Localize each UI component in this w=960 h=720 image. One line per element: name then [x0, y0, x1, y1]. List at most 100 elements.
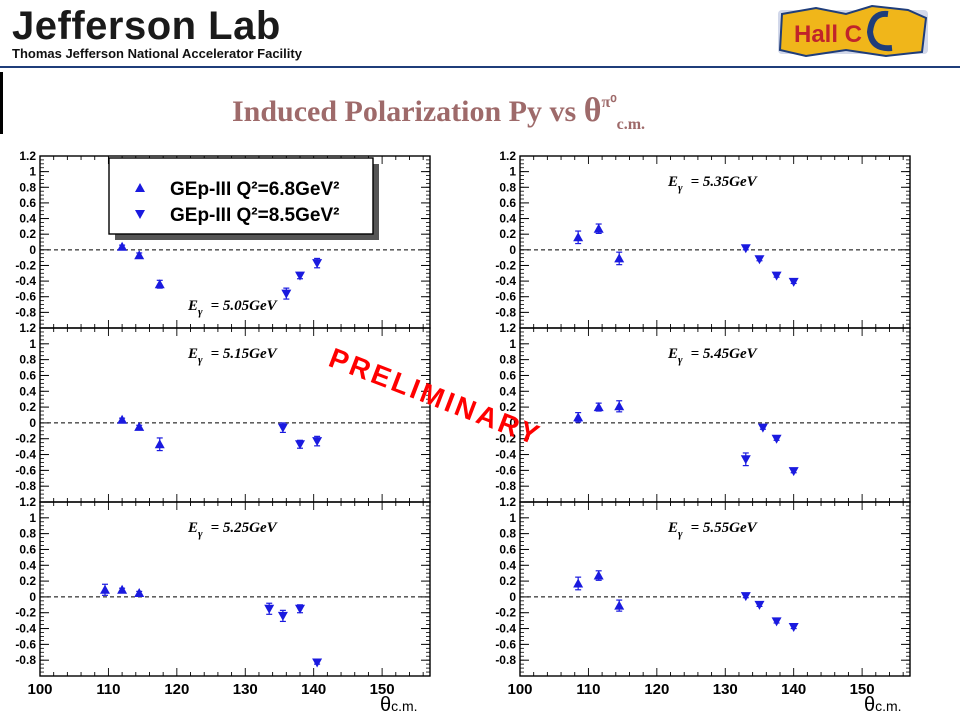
y-tick-label: 1.2: [499, 321, 516, 335]
data-point: [593, 402, 604, 412]
plot-panel: 1.2 10.8 0.6 0.40.2 0-0.2 -0.4 -0.6-0.8 Eγ = 5.3…: [495, 149, 911, 329]
y-tick-label: 1: [509, 511, 516, 525]
data-point: [573, 578, 584, 588]
y-tick-label: 0.8: [499, 527, 516, 541]
y-tick-label: 0.6: [499, 368, 516, 382]
y-tick-label: 0.6: [499, 542, 516, 556]
x-tick-label: 150: [370, 681, 395, 698]
data-point: [154, 439, 165, 449]
panel-energy-label: Eγ = 5.55GeV: [667, 520, 759, 540]
y-tick-label: 0.8: [19, 353, 36, 367]
x-axis-label-symbol: θ: [380, 694, 392, 716]
y-tick-label: -0.4: [15, 448, 36, 462]
x-tick-label: 140: [301, 681, 326, 698]
data-point: [154, 279, 165, 289]
legend-marker: [135, 183, 145, 192]
y-tick-label: -0.4: [495, 622, 516, 636]
y-tick-label: -0.6: [495, 637, 516, 651]
x-tick-label: 120: [644, 681, 669, 698]
data-point: [740, 244, 751, 254]
y-tick-label: -0.4: [15, 274, 36, 288]
y-tick-label: 0.6: [19, 196, 36, 210]
y-tick-label: -0.2: [15, 432, 36, 446]
legend: GEp-III Q²=6.8GeV² GEp-III Q²=8.5GeV²: [108, 157, 379, 240]
y-tick-label: 0: [29, 416, 36, 430]
slide-title-main: Induced Polarization Py vs: [232, 95, 584, 128]
y-tick-label: 0: [509, 590, 516, 604]
data-point: [277, 423, 288, 433]
y-tick-label: -0.4: [495, 274, 516, 288]
y-tick-label: -0.2: [495, 432, 516, 446]
panel-energy-label: Eγ = 5.15GeV: [187, 346, 279, 366]
data-point: [573, 232, 584, 242]
x-tick-label: 110: [96, 681, 120, 698]
y-tick-label: 0.4: [19, 212, 36, 226]
data-point: [312, 658, 323, 668]
x-axis-label-subscript: c.m.: [391, 698, 418, 714]
y-tick-label: -0.6: [495, 463, 516, 477]
y-tick-label: -0.8: [495, 305, 516, 319]
x-tick-label: 150: [850, 681, 875, 698]
y-tick-label: 1.2: [19, 495, 36, 509]
y-tick-label: 1: [509, 337, 516, 351]
header-divider: [0, 66, 960, 68]
x-axis-label-subscript: c.m.: [875, 698, 902, 714]
legend-marker: [135, 210, 145, 219]
data-point: [593, 570, 604, 580]
data-point: [117, 241, 128, 251]
data-point: [754, 600, 765, 610]
y-tick-label: -0.8: [15, 653, 36, 667]
x-tick-label: 140: [781, 681, 806, 698]
panel-energy-label: Eγ = 5.45GeV: [667, 346, 759, 366]
x-axis-label-left: θc.m.: [380, 694, 418, 717]
data-point: [134, 250, 145, 260]
data-point: [740, 592, 751, 602]
panel-energy-label: Eγ = 5.05GeV: [187, 298, 279, 318]
plot-panel: 1.2 1 0.80.6 0.4 0.2 0 -0.2 -0.4-0.6 -0.8 Eγ = 5.1…: [15, 321, 431, 503]
y-tick-label: 0.2: [19, 574, 36, 588]
x-axis-label-symbol: θ: [864, 694, 876, 716]
logo-subtitle: Thomas Jefferson National Accelerator Fa…: [12, 46, 302, 61]
data-point: [788, 277, 799, 287]
data-point: [117, 584, 128, 594]
y-tick-label: 0.2: [19, 227, 36, 241]
y-tick-label: -0.2: [495, 606, 516, 620]
y-tick-label: 0.4: [19, 558, 36, 572]
data-point: [117, 414, 128, 424]
y-tick-label: 1: [29, 511, 36, 525]
x-tick-label: 130: [713, 681, 738, 698]
y-tick-label: 1: [509, 165, 516, 179]
y-tick-label: -0.6: [15, 290, 36, 304]
y-tick-label: 0: [29, 590, 36, 604]
data-point: [754, 255, 765, 265]
y-tick-label: 0: [509, 416, 516, 430]
y-tick-label: 1.2: [19, 149, 36, 163]
y-tick-label: 0.6: [499, 196, 516, 210]
y-tick-label: 0.8: [499, 353, 516, 367]
data-point: [277, 611, 288, 621]
y-tick-label: 0.2: [499, 227, 516, 241]
data-point: [134, 421, 145, 431]
y-tick-label: 0.4: [499, 384, 516, 398]
x-axis-label-right: θc.m.: [864, 694, 902, 717]
data-point: [740, 455, 751, 465]
legend-box: [108, 157, 374, 235]
y-tick-label: -0.8: [15, 479, 36, 493]
data-point: [614, 253, 625, 263]
data-point: [788, 622, 799, 632]
y-tick-label: 0.6: [19, 542, 36, 556]
y-tick-label: -0.4: [495, 448, 516, 462]
y-tick-label: -0.2: [495, 258, 516, 272]
y-tick-label: -0.8: [15, 305, 36, 319]
hall-c-logo: Hall C: [778, 4, 928, 58]
y-tick-label: 1: [29, 165, 36, 179]
data-point: [100, 584, 110, 594]
y-tick-label: 0: [29, 243, 36, 257]
data-point: [312, 259, 323, 269]
y-tick-label: 0.2: [19, 400, 36, 414]
data-point: [295, 440, 305, 450]
slide-title-superscript: π⁰: [601, 94, 617, 111]
y-tick-label: 1.2: [499, 495, 516, 509]
plot-panel: 1.2 1 0.80.6 0.4 0.2 0 -0.2 -0.4-0.6 -0.8 100 110 1…: [495, 495, 911, 698]
slide-title-subscript: c.m.: [616, 116, 646, 133]
